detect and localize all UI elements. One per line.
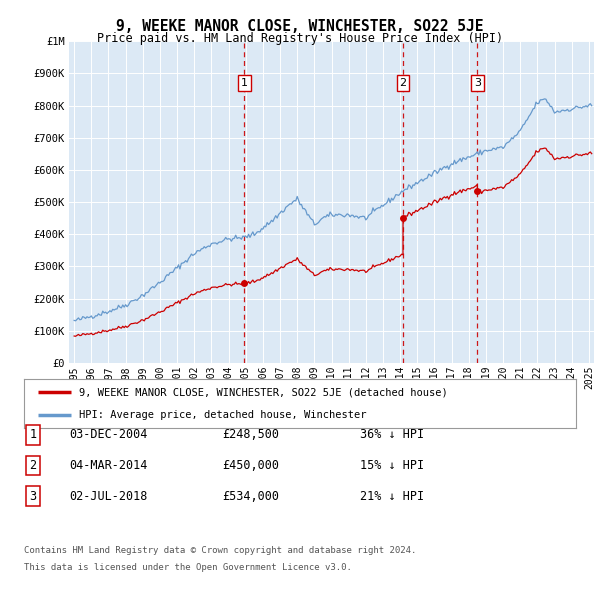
- Text: 1: 1: [29, 428, 37, 441]
- Text: 02-JUL-2018: 02-JUL-2018: [69, 490, 148, 503]
- Text: 9, WEEKE MANOR CLOSE, WINCHESTER, SO22 5JE (detached house): 9, WEEKE MANOR CLOSE, WINCHESTER, SO22 5…: [79, 388, 448, 398]
- Text: Contains HM Land Registry data © Crown copyright and database right 2024.: Contains HM Land Registry data © Crown c…: [24, 546, 416, 555]
- Text: 36% ↓ HPI: 36% ↓ HPI: [360, 428, 424, 441]
- Text: Price paid vs. HM Land Registry's House Price Index (HPI): Price paid vs. HM Land Registry's House …: [97, 32, 503, 45]
- Text: 2: 2: [29, 459, 37, 472]
- Text: £248,500: £248,500: [222, 428, 279, 441]
- Text: 9, WEEKE MANOR CLOSE, WINCHESTER, SO22 5JE: 9, WEEKE MANOR CLOSE, WINCHESTER, SO22 5…: [116, 19, 484, 34]
- Text: 2: 2: [400, 78, 407, 88]
- Text: This data is licensed under the Open Government Licence v3.0.: This data is licensed under the Open Gov…: [24, 563, 352, 572]
- Text: 03-DEC-2004: 03-DEC-2004: [69, 428, 148, 441]
- Text: 3: 3: [29, 490, 37, 503]
- Text: 15% ↓ HPI: 15% ↓ HPI: [360, 459, 424, 472]
- Text: 04-MAR-2014: 04-MAR-2014: [69, 459, 148, 472]
- Text: £534,000: £534,000: [222, 490, 279, 503]
- Text: 1: 1: [241, 78, 248, 88]
- Text: £450,000: £450,000: [222, 459, 279, 472]
- Text: 21% ↓ HPI: 21% ↓ HPI: [360, 490, 424, 503]
- Text: HPI: Average price, detached house, Winchester: HPI: Average price, detached house, Winc…: [79, 409, 367, 419]
- Text: 3: 3: [474, 78, 481, 88]
